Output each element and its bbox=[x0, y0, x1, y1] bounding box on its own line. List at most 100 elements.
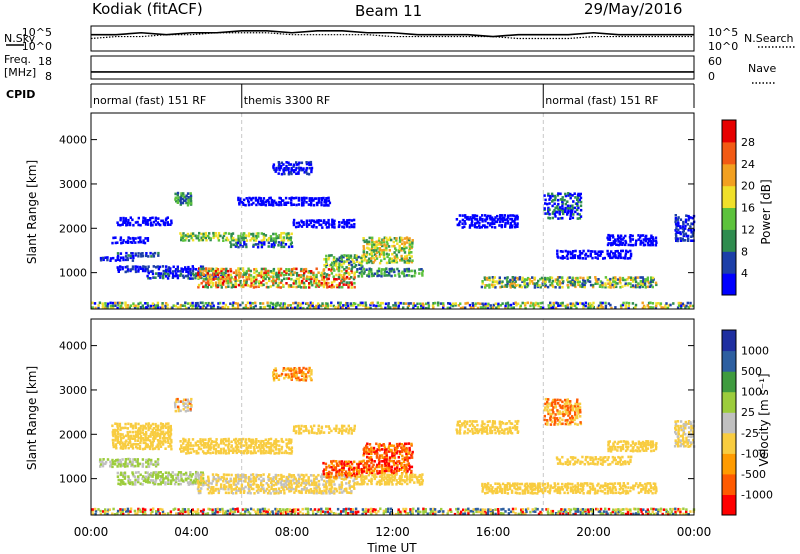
radar-cell bbox=[340, 462, 343, 466]
radar-cell bbox=[127, 435, 130, 438]
radar-cell bbox=[121, 241, 124, 244]
radar-cell bbox=[174, 198, 177, 201]
radar-cell bbox=[305, 302, 308, 305]
radar-cell bbox=[302, 474, 305, 477]
radar-cell bbox=[687, 217, 691, 220]
radar-cell bbox=[626, 283, 630, 287]
radar-cell bbox=[257, 201, 260, 204]
radar-cell bbox=[353, 265, 357, 269]
radar-cell bbox=[287, 487, 290, 490]
radar-cell bbox=[149, 435, 152, 438]
radar-cell bbox=[352, 302, 355, 305]
radar-cell bbox=[159, 272, 163, 275]
radar-cell bbox=[305, 225, 309, 228]
radar-cell bbox=[302, 477, 305, 481]
radar-cell bbox=[408, 456, 411, 460]
radar-cell bbox=[160, 426, 163, 430]
radar-cell bbox=[289, 367, 293, 371]
radar-cell bbox=[277, 285, 280, 289]
radar-cell bbox=[536, 492, 539, 495]
radar-cell bbox=[395, 237, 398, 240]
radar-cell bbox=[495, 489, 499, 493]
radar-cell bbox=[468, 226, 472, 229]
radar-cell bbox=[181, 274, 185, 278]
radar-cell bbox=[512, 306, 515, 309]
radar-cell bbox=[295, 267, 298, 271]
radar-cell bbox=[164, 471, 168, 474]
radar-cell bbox=[579, 276, 582, 280]
radar-cell bbox=[102, 458, 105, 461]
radar-cell bbox=[219, 450, 223, 453]
radar-cell bbox=[119, 252, 123, 255]
radar-cell bbox=[370, 270, 373, 273]
radar-cell bbox=[269, 275, 272, 279]
radar-cell bbox=[161, 303, 164, 307]
radar-cell bbox=[124, 306, 128, 309]
radar-cell bbox=[182, 268, 185, 271]
radar-cell bbox=[586, 254, 590, 258]
radar-cell bbox=[333, 219, 336, 223]
radar-cell bbox=[348, 429, 351, 432]
radar-cell bbox=[621, 487, 625, 491]
radar-cell bbox=[252, 201, 255, 205]
radar-cell bbox=[185, 443, 188, 447]
radar-cell bbox=[385, 469, 388, 473]
radar-cell bbox=[606, 484, 609, 487]
radar-cell bbox=[229, 273, 233, 277]
radar-cell bbox=[350, 490, 353, 493]
radar-cell bbox=[202, 235, 205, 238]
radar-cell bbox=[280, 372, 284, 376]
radar-cell bbox=[597, 254, 600, 257]
radar-cell bbox=[486, 483, 489, 487]
radar-cell bbox=[493, 226, 497, 229]
radar-cell bbox=[589, 305, 592, 309]
radar-cell bbox=[347, 258, 350, 261]
radar-cell bbox=[185, 194, 188, 198]
radar-cell bbox=[343, 278, 346, 281]
radar-cell bbox=[171, 471, 174, 474]
radar-cell bbox=[442, 302, 445, 305]
radar-cell bbox=[283, 302, 287, 305]
radar-cell bbox=[290, 241, 293, 244]
radar-cell bbox=[295, 277, 299, 281]
radar-cell bbox=[295, 375, 298, 378]
radar-cell bbox=[277, 203, 281, 207]
radar-cell bbox=[408, 479, 411, 482]
radar-cell bbox=[93, 302, 97, 305]
radar-cell bbox=[310, 491, 313, 494]
radar-cell bbox=[381, 460, 384, 463]
radar-cell bbox=[538, 484, 541, 487]
radar-cell bbox=[394, 301, 397, 305]
radar-cell bbox=[112, 434, 115, 438]
radar-cell bbox=[299, 306, 302, 309]
radar-cell bbox=[247, 485, 251, 488]
radar-cell bbox=[122, 475, 125, 478]
radar-cell bbox=[126, 464, 129, 468]
radar-cell bbox=[311, 431, 314, 434]
radar-cell bbox=[503, 276, 507, 280]
radar-cell bbox=[189, 451, 193, 454]
radar-cell bbox=[310, 197, 313, 200]
radar-cell bbox=[612, 255, 615, 258]
radar-cell bbox=[303, 271, 306, 275]
radar-cell bbox=[211, 479, 215, 483]
radar-cell bbox=[411, 259, 414, 262]
radar-cell bbox=[149, 433, 152, 436]
radar-cell bbox=[679, 306, 683, 309]
radar-cell bbox=[119, 216, 122, 220]
radar-cell bbox=[114, 436, 117, 440]
radar-cell bbox=[303, 283, 306, 287]
radar-cell bbox=[325, 201, 328, 204]
radar-cell bbox=[243, 240, 246, 244]
radar-cell bbox=[332, 221, 336, 225]
radar-cell bbox=[295, 203, 298, 207]
radar-cell bbox=[285, 273, 288, 276]
radar-cell bbox=[283, 451, 286, 455]
radar-cell bbox=[340, 274, 343, 277]
radar-cell bbox=[615, 243, 618, 246]
radar-cell bbox=[317, 197, 320, 200]
radar-cell bbox=[257, 491, 260, 494]
radar-cell bbox=[303, 171, 306, 174]
radar-cell bbox=[300, 378, 303, 381]
radar-cell bbox=[484, 218, 487, 222]
